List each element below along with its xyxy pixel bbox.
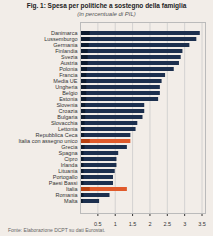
svg-text:Italia con assegno unico: Italia con assegno unico	[18, 138, 78, 145]
svg-text:Slovenia: Slovenia	[56, 102, 78, 109]
svg-text:Lettonia: Lettonia	[57, 126, 78, 133]
svg-text:Bulgaria: Bulgaria	[57, 114, 78, 121]
svg-text:Slovacchia: Slovacchia	[50, 120, 78, 127]
svg-text:Belgio: Belgio	[62, 90, 78, 97]
svg-text:1.5: 1.5	[129, 221, 137, 227]
svg-text:Romania: Romania	[55, 192, 78, 199]
svg-text:Paesi Bassi: Paesi Bassi	[48, 180, 78, 187]
svg-text:Repubblica Ceca: Repubblica Ceca	[35, 132, 78, 139]
html-text:Fonte: Elaborazione DCPT su da: Fonte: Elaborazione DCPT su dati Eurosta…	[8, 227, 106, 233]
svg-text:Portogallo: Portogallo	[52, 174, 78, 181]
svg-text:Spagna: Spagna	[58, 150, 78, 157]
svg-text:Croazia: Croazia	[58, 108, 78, 115]
svg-text:1: 1	[114, 221, 117, 227]
svg-text:Ungheria: Ungheria	[55, 84, 78, 91]
html-text:Fig. 1: Spesa per politiche a: Fig. 1: Spesa per politiche a sostegno d…	[26, 2, 187, 9]
svg-text:2: 2	[148, 221, 151, 227]
svg-text:Cipro: Cipro	[64, 156, 78, 163]
svg-text:Finlandia: Finlandia	[55, 48, 78, 55]
svg-text:3.5: 3.5	[198, 221, 206, 227]
svg-text:Italia: Italia	[65, 186, 78, 193]
svg-text:Danimarca: Danimarca	[50, 30, 78, 37]
svg-text:0.5: 0.5	[94, 221, 102, 227]
svg-text:Germania: Germania	[53, 42, 78, 49]
svg-text:2.5: 2.5	[163, 221, 171, 227]
svg-text:3: 3	[183, 221, 186, 227]
svg-text:Grecia: Grecia	[61, 144, 78, 151]
svg-text:Austria: Austria	[60, 60, 78, 67]
svg-text:Francia: Francia	[59, 72, 78, 79]
svg-text:Svezia: Svezia	[61, 54, 78, 61]
html-text:(in percentuale di PIL): (in percentuale di PIL)	[77, 10, 136, 17]
svg-text:Estonia: Estonia	[59, 96, 78, 103]
svg-text:Polonia: Polonia	[59, 66, 78, 73]
svg-text:Lituania: Lituania	[58, 168, 78, 175]
svg-text:Irlanda: Irlanda	[60, 162, 78, 169]
svg-text:Media UE: Media UE	[53, 78, 78, 85]
svg-text:Malta: Malta	[64, 198, 78, 204]
svg-text:Lussemburgo: Lussemburgo	[44, 36, 78, 43]
